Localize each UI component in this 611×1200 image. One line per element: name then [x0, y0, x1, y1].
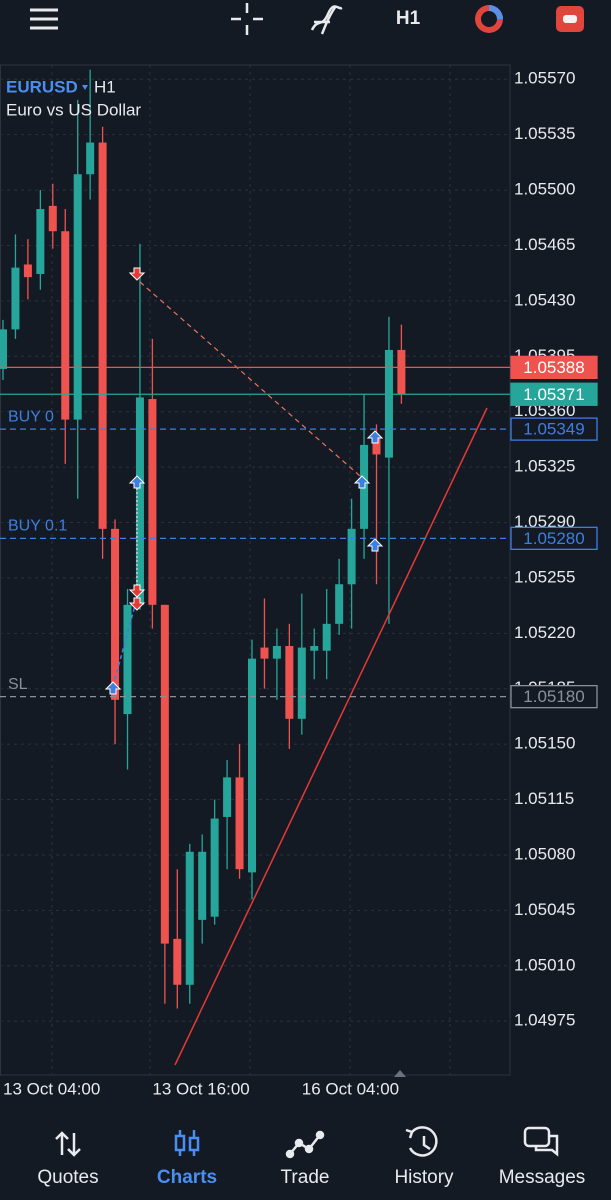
candle-body — [123, 604, 132, 715]
symbol-dropdown[interactable] — [82, 85, 88, 90]
tab-icon-quotes[interactable] — [55, 1131, 81, 1157]
y-tick-label: 1.05290 — [514, 512, 575, 531]
candle-body — [248, 658, 256, 873]
candle-body — [310, 645, 319, 651]
tab-label[interactable]: Trade — [281, 1167, 330, 1188]
candle-body — [297, 647, 306, 719]
price-level-label: 1.05371 — [523, 385, 584, 404]
levels: 1.05388 1.05371 BUY 0 1.05349 BUY 0.1 1.05280… — [0, 355, 598, 709]
tab-icon-charts[interactable] — [174, 1130, 200, 1156]
chart-timeframe: H1 — [94, 77, 116, 96]
price-level-name: BUY 0 — [8, 408, 54, 425]
candle-body — [135, 397, 144, 605]
y-tick-label: 1.05045 — [514, 900, 575, 919]
y-tick-label: 1.05150 — [514, 734, 575, 753]
candle-body — [285, 645, 294, 719]
crosshair-button[interactable] — [231, 3, 263, 35]
price-level-tag — [510, 355, 598, 380]
y-tick-label: 1.05535 — [514, 124, 575, 143]
candle-body — [210, 818, 219, 917]
candle-body — [335, 584, 344, 624]
menu-button[interactable] — [30, 8, 58, 30]
y-tick-label: 1.05220 — [514, 623, 575, 642]
candle-body — [347, 528, 356, 585]
candle-body — [11, 267, 20, 330]
tab-bar: Quotes Charts Trade History Messages — [37, 1167, 585, 1188]
y-tick-label: 1.05080 — [514, 844, 575, 863]
one-click-trading-button[interactable] — [556, 6, 584, 32]
x-tick-label: 16 Oct 04:00 — [302, 1079, 399, 1098]
current-bar-marker — [394, 1070, 406, 1077]
candle-body — [48, 205, 57, 232]
tab-icon-messages[interactable] — [523, 1126, 559, 1157]
price-level-tag — [510, 526, 598, 550]
y-tick-label: 1.05325 — [514, 457, 575, 476]
tab-label[interactable]: Quotes — [37, 1167, 98, 1188]
x-tick-label: 13 Oct 04:00 — [3, 1079, 100, 1098]
candle-body — [98, 142, 107, 529]
candle-body — [272, 645, 281, 659]
tab-label[interactable]: Charts — [157, 1167, 217, 1188]
candle-body — [0, 329, 7, 369]
price-level-tag — [510, 417, 598, 441]
tab-label[interactable]: History — [394, 1167, 454, 1188]
candle-body — [384, 349, 393, 458]
candle-body — [235, 777, 244, 870]
trade-objects — [104, 267, 488, 1066]
y-tick-label: 1.05010 — [514, 955, 575, 974]
indicators-button[interactable] — [310, 5, 343, 35]
price-level-label: 1.05349 — [523, 420, 584, 439]
candle-body — [185, 851, 194, 985]
tab-icon-history[interactable] — [405, 1126, 438, 1157]
tab-label[interactable]: Messages — [499, 1167, 586, 1188]
y-tick-label: 1.04975 — [514, 1011, 575, 1030]
candle-body — [397, 349, 406, 395]
trade-signals-button[interactable] — [475, 5, 503, 33]
price-level-name: SL — [8, 676, 28, 693]
candle-body — [111, 528, 120, 700]
y-tick-label: 1.05570 — [514, 69, 575, 88]
candle-body — [61, 231, 70, 420]
price-level-tag — [510, 382, 598, 406]
candle-body — [73, 174, 82, 420]
chart-frame — [0, 64, 511, 1076]
y-tick-label: 1.05500 — [514, 180, 575, 199]
symbol-description: Euro vs US Dollar — [6, 100, 141, 119]
candle-body — [322, 623, 331, 651]
y-tick-label: 1.05115 — [514, 789, 574, 808]
symbol[interactable]: EURUSD — [6, 77, 78, 96]
tab-icon-trade[interactable] — [285, 1130, 325, 1159]
candle-body — [148, 399, 157, 605]
price-level-label: 1.05280 — [523, 529, 584, 548]
candle-body — [223, 777, 232, 817]
x-tick-label: 13 Oct 16:00 — [152, 1079, 249, 1098]
price-level-name: BUY 0.1 — [8, 518, 67, 535]
candle-body — [372, 438, 381, 455]
candle-body — [23, 264, 32, 278]
y-tick-label: 1.05430 — [514, 290, 575, 309]
candle-body — [160, 604, 169, 944]
candle-body — [260, 647, 269, 659]
price-level-label: 1.05180 — [523, 687, 584, 706]
candle-body — [198, 851, 207, 920]
y-tick-label: 1.05465 — [514, 235, 575, 254]
price-level-tag — [510, 684, 598, 709]
price-level-label: 1.05388 — [523, 358, 584, 377]
candle-body — [173, 938, 182, 985]
candle-body — [86, 142, 95, 175]
timeframe-button[interactable]: H1 — [396, 8, 421, 29]
y-tick-label: 1.05255 — [514, 567, 575, 586]
candle-body — [36, 209, 45, 274]
